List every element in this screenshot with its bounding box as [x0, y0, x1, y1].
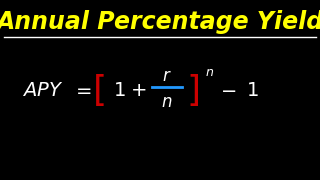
Text: $1$: $1$	[246, 80, 259, 100]
Text: $n$: $n$	[161, 93, 173, 111]
Text: $=$: $=$	[72, 80, 92, 100]
Text: $n$: $n$	[205, 66, 214, 78]
Text: $[$: $[$	[92, 72, 105, 108]
Text: $+$: $+$	[130, 80, 146, 100]
Text: $-$: $-$	[220, 80, 236, 100]
Text: $APY$: $APY$	[22, 80, 63, 100]
Text: $1$: $1$	[113, 80, 126, 100]
Text: $]$: $]$	[186, 72, 199, 108]
Text: $r$: $r$	[162, 67, 172, 85]
Text: Annual Percentage Yield: Annual Percentage Yield	[0, 10, 320, 34]
